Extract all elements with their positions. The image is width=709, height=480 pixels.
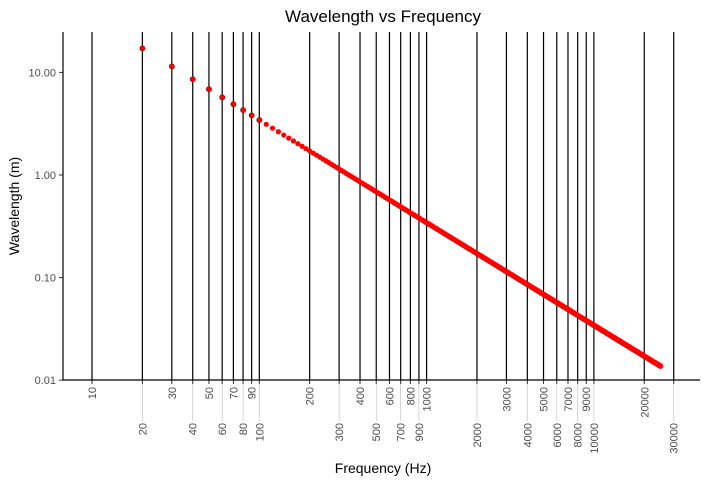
x-tick-label: 20	[137, 423, 149, 435]
x-tick-label: 100	[254, 423, 266, 441]
x-tick-label: 8000	[573, 423, 585, 447]
x-tick-label: 50	[204, 387, 216, 399]
x-tick-label: 3000	[501, 387, 513, 411]
x-tick-label: 90	[247, 387, 259, 399]
data-point	[275, 129, 281, 135]
x-tick-label: 200	[305, 387, 317, 405]
data-point	[240, 107, 246, 114]
x-tick-label: 20000	[639, 387, 651, 418]
data-point	[286, 135, 292, 141]
x-axis-label: Frequency (Hz)	[335, 460, 431, 476]
x-tick-label: 2000	[472, 423, 484, 447]
chart-title: Wavelength vs Frequency	[285, 7, 481, 26]
x-tick-label: 4000	[522, 423, 534, 447]
x-tick-label: 5000	[539, 387, 551, 411]
y-axis-label: Wavelength (m)	[6, 157, 22, 255]
x-tick-label: 40	[188, 423, 200, 435]
data-point	[299, 143, 305, 149]
x-tick-label: 7000	[563, 387, 575, 411]
x-tick-label: 30	[167, 387, 179, 399]
data-point	[269, 125, 276, 131]
data-point	[219, 94, 226, 101]
x-tick-label: 80	[238, 423, 250, 435]
data-point	[295, 141, 301, 147]
x-tick-label: 70	[228, 387, 240, 399]
x-tick-label: 800	[405, 387, 417, 405]
data-point	[230, 101, 237, 108]
x-tick-label: 300	[334, 423, 346, 441]
y-tick-label: 0.10	[35, 273, 56, 285]
data-point	[281, 132, 287, 138]
y-tick-label: 0.01	[35, 375, 56, 387]
data-point	[168, 63, 175, 70]
data-point	[657, 363, 664, 369]
x-tick-label: 9000	[581, 387, 593, 411]
x-tick-label: 900	[414, 423, 426, 441]
data-point	[263, 121, 269, 127]
x-tick-label: 60	[217, 423, 229, 435]
data-point	[189, 76, 196, 83]
x-tick-label: 500	[371, 423, 383, 441]
data-point	[248, 112, 255, 119]
data-point	[139, 45, 146, 52]
data-point	[256, 117, 263, 123]
data-point	[290, 138, 297, 144]
x-tick-label: 400	[355, 387, 367, 405]
x-tick-label: 1000	[422, 387, 434, 411]
x-tick-label: 10	[87, 387, 99, 399]
x-tick-label: 6000	[552, 423, 564, 447]
y-tick-label: 10.00	[28, 67, 56, 79]
x-tick-label: 700	[396, 423, 408, 441]
data-point	[206, 86, 212, 93]
x-tick-label: 600	[384, 387, 396, 405]
data-point	[303, 146, 309, 152]
x-tick-label: 30000	[669, 423, 681, 454]
x-tick-label: 10000	[589, 423, 601, 454]
y-tick-label: 1.00	[35, 170, 56, 182]
